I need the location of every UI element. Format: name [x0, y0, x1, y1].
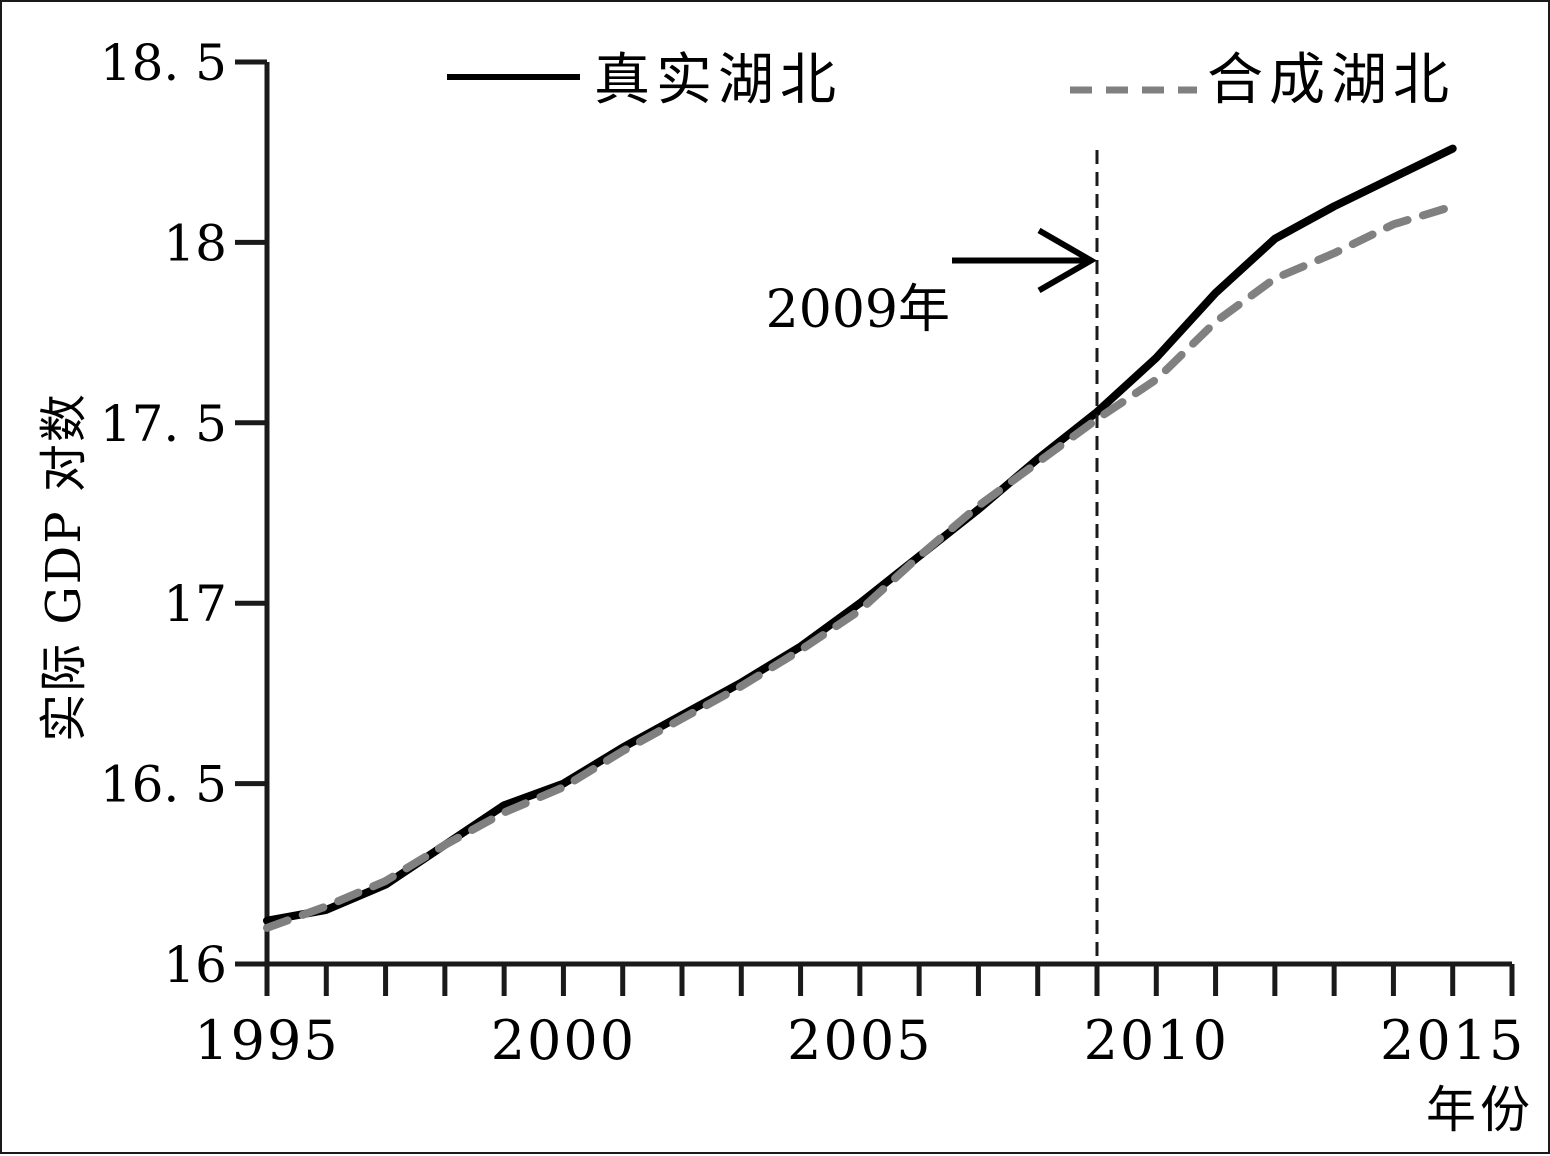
- y-tick-label: 17. 5: [100, 395, 227, 453]
- y-tick-label: 16: [163, 936, 227, 994]
- y-tick-label: 17: [163, 575, 227, 633]
- series-lines: [263, 144, 1457, 932]
- annotation-arrow-head: [1037, 227, 1098, 294]
- x-tick-label: 1995: [194, 1009, 339, 1072]
- axes: 16 16. 5 17 17. 5 18 18. 5 1995 2000 2005 2010 201…: [36, 34, 1534, 1139]
- legend-label-2: 合成湖北: [1207, 48, 1455, 113]
- y-tick-label: 18: [163, 214, 227, 272]
- x-tick-label: 2010: [1084, 1009, 1229, 1072]
- x-tick-label: 2015: [1380, 1009, 1525, 1072]
- x-tick-label: 2005: [787, 1009, 932, 1072]
- y-axis-title: 实际 GDP 对数: [36, 392, 92, 742]
- y-tick-label: 16. 5: [100, 756, 227, 814]
- x-axis-title: 年份: [1426, 1081, 1534, 1139]
- series-line-2: [263, 202, 1457, 932]
- annotation-label: 2009年: [766, 280, 950, 340]
- y-tick-label: 18. 5: [100, 34, 227, 92]
- legend: 真实湖北 合成湖北: [447, 48, 1455, 113]
- annotation-2009: 2009年: [766, 150, 1099, 959]
- legend-label-1: 真实湖北: [594, 48, 842, 113]
- x-tick-label: 2000: [491, 1009, 636, 1072]
- series-line-1: [263, 144, 1457, 925]
